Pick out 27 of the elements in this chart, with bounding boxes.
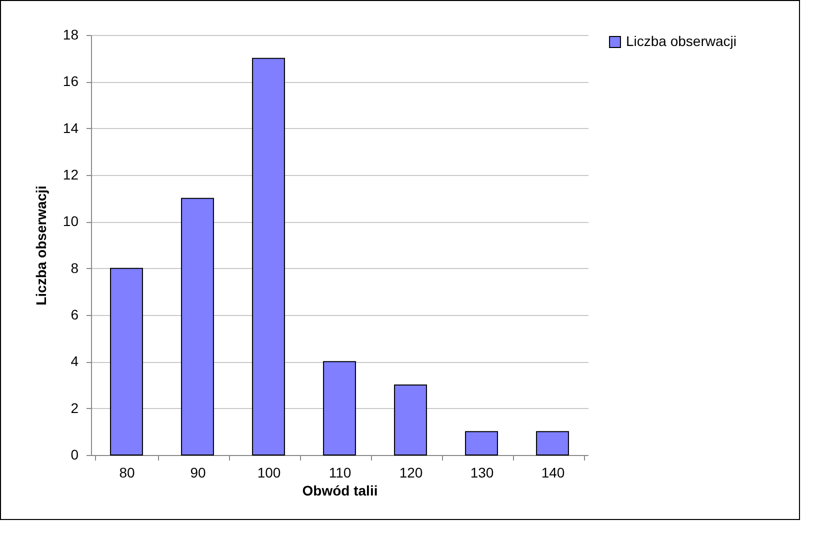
bar — [536, 431, 569, 456]
y-tick-label: 0 — [70, 446, 79, 462]
bar — [394, 384, 427, 456]
y-tick-label: 18 — [62, 26, 79, 42]
x-tick-label: 90 — [190, 464, 206, 480]
legend-label: Liczba obserwacji — [626, 33, 736, 49]
y-axis-title: Liczba obserwacji — [32, 186, 49, 306]
bar — [181, 198, 214, 456]
bar — [252, 58, 285, 456]
x-tick-label: 80 — [119, 464, 135, 480]
x-axis-title: Obwód talii — [302, 482, 378, 498]
y-tick-label: 12 — [62, 166, 79, 182]
bar — [465, 431, 498, 456]
x-tick-label: 120 — [399, 464, 423, 480]
y-tick-label: 8 — [70, 260, 79, 276]
y-tick-label: 10 — [62, 213, 79, 230]
y-tick-label: 2 — [70, 400, 79, 416]
bar — [110, 268, 143, 456]
x-tick-label: 100 — [257, 464, 281, 480]
y-tick-label: 6 — [70, 306, 79, 322]
x-tick-label: 130 — [470, 464, 494, 480]
y-tick-label: 4 — [70, 353, 79, 370]
x-tick-label: 110 — [328, 464, 352, 480]
bar — [323, 361, 356, 456]
x-tick-label: 140 — [541, 464, 565, 480]
y-tick-label: 14 — [62, 120, 79, 136]
y-tick-label: 16 — [62, 73, 79, 90]
